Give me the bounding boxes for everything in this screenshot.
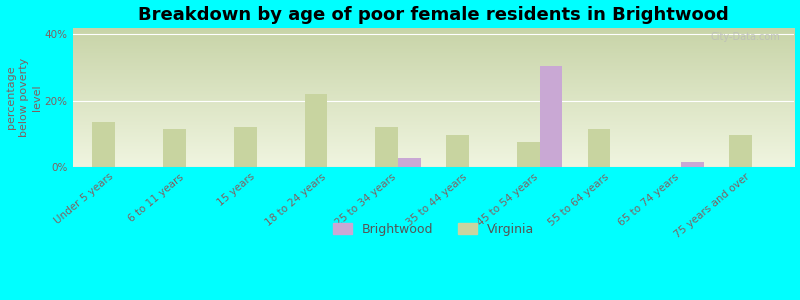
Bar [305, 94, 327, 167]
Bar [93, 122, 115, 167]
Bar [588, 129, 610, 167]
Bar [234, 127, 257, 167]
Bar [398, 158, 421, 167]
Bar [375, 127, 398, 167]
Bar [730, 135, 752, 167]
Bar [163, 129, 186, 167]
Y-axis label: percentage
below poverty
level: percentage below poverty level [6, 58, 42, 137]
Bar [540, 66, 562, 167]
Bar [517, 142, 540, 167]
Title: Breakdown by age of poor female residents in Brightwood: Breakdown by age of poor female resident… [138, 6, 729, 24]
Legend: Brightwood, Virginia: Brightwood, Virginia [328, 218, 539, 241]
Bar [446, 135, 469, 167]
Bar [682, 162, 704, 167]
Text: City-Data.com: City-Data.com [710, 32, 780, 42]
